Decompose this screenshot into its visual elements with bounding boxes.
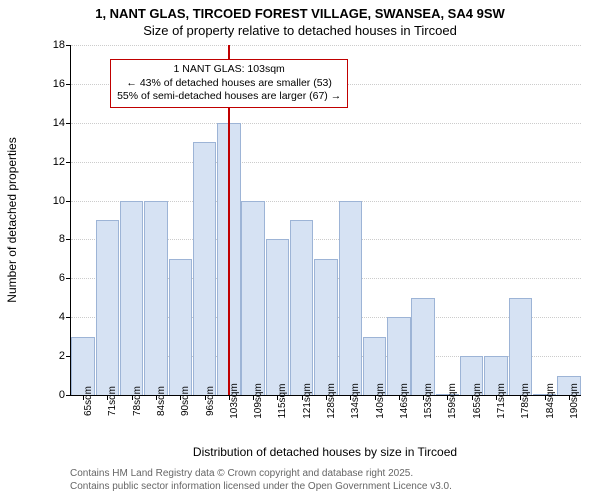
ytick-mark	[66, 278, 71, 279]
histogram-bar	[339, 201, 362, 395]
ytick-mark	[66, 239, 71, 240]
annotation-line: 55% of semi-detached houses are larger (…	[117, 90, 341, 104]
histogram-bar	[509, 298, 532, 395]
ytick-mark	[66, 201, 71, 202]
xtick-label: 121sqm	[302, 383, 313, 419]
title-line2: Size of property relative to detached ho…	[0, 21, 600, 38]
xtick-label: 190sqm	[569, 383, 580, 419]
ytick-label: 16	[53, 78, 65, 90]
ytick-mark	[66, 395, 71, 396]
ytick-label: 10	[53, 195, 65, 207]
histogram-bar	[266, 239, 289, 395]
plot-area: 02468101214161865sqm71sqm78sqm84sqm90sqm…	[70, 45, 581, 396]
xtick-label: 140sqm	[375, 383, 386, 419]
histogram-bar	[314, 259, 337, 395]
xtick-label: 178sqm	[520, 383, 531, 419]
xtick-label: 109sqm	[253, 383, 264, 419]
ytick-label: 4	[59, 311, 65, 323]
chart-container: 1, NANT GLAS, TIRCOED FOREST VILLAGE, SW…	[0, 0, 600, 500]
xtick-label: 103sqm	[229, 383, 240, 419]
histogram-bar	[169, 259, 192, 395]
histogram-bar	[96, 220, 119, 395]
gridline	[71, 45, 581, 46]
annotation-box: 1 NANT GLAS: 103sqm← 43% of detached hou…	[110, 59, 348, 108]
ytick-label: 12	[53, 156, 65, 168]
histogram-bar	[193, 142, 216, 395]
footer-attribution: Contains HM Land Registry data © Crown c…	[70, 467, 452, 493]
ytick-mark	[66, 45, 71, 46]
histogram-bar	[290, 220, 313, 395]
ytick-label: 18	[53, 39, 65, 51]
xtick-label: 159sqm	[447, 383, 458, 419]
xtick-label: 71sqm	[107, 386, 118, 416]
ytick-label: 2	[59, 350, 65, 362]
title-line1: 1, NANT GLAS, TIRCOED FOREST VILLAGE, SW…	[0, 0, 600, 21]
ytick-mark	[66, 317, 71, 318]
ytick-label: 14	[53, 117, 65, 129]
xtick-label: 65sqm	[83, 386, 94, 416]
histogram-bar	[241, 201, 264, 395]
gridline	[71, 123, 581, 124]
xtick-label: 128sqm	[326, 383, 337, 419]
histogram-bar	[411, 298, 434, 395]
y-axis-label: Number of detached properties	[5, 137, 19, 302]
ytick-label: 8	[59, 233, 65, 245]
xtick-label: 146sqm	[399, 383, 410, 419]
annotation-line: ← 43% of detached houses are smaller (53…	[117, 77, 341, 91]
histogram-bar	[144, 201, 167, 395]
ytick-label: 6	[59, 272, 65, 284]
xtick-label: 115sqm	[277, 384, 288, 419]
ytick-mark	[66, 84, 71, 85]
xtick-label: 96sqm	[205, 386, 216, 416]
xtick-label: 153sqm	[423, 383, 434, 419]
gridline	[71, 162, 581, 163]
ytick-mark	[66, 162, 71, 163]
xtick-label: 84sqm	[156, 386, 167, 416]
ytick-label: 0	[59, 389, 65, 401]
x-axis-label: Distribution of detached houses by size …	[70, 445, 580, 459]
xtick-label: 184sqm	[545, 383, 556, 419]
histogram-bar	[120, 201, 143, 395]
xtick-label: 171sqm	[496, 383, 507, 419]
xtick-label: 90sqm	[180, 386, 191, 416]
footer-line1: Contains HM Land Registry data © Crown c…	[70, 467, 452, 480]
annotation-line: 1 NANT GLAS: 103sqm	[117, 63, 341, 77]
ytick-mark	[66, 356, 71, 357]
xtick-label: 165sqm	[472, 383, 483, 419]
xtick-label: 78sqm	[132, 386, 143, 416]
ytick-mark	[66, 123, 71, 124]
xtick-label: 134sqm	[350, 383, 361, 419]
footer-line2: Contains public sector information licen…	[70, 480, 452, 493]
